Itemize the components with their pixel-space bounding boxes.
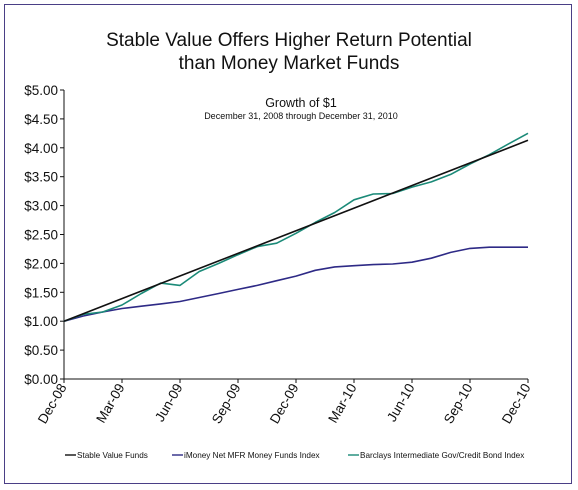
x-tick-label: Jun-10 [384, 381, 418, 424]
x-tick-label: Mar-09 [93, 381, 127, 426]
legend-label-0: Stable Value Funds [77, 451, 148, 460]
y-tick-label: $3.50 [24, 170, 58, 185]
x-tick-label: Sep-10 [441, 381, 476, 426]
chart-date-range: December 31, 2008 through December 31, 2… [204, 111, 398, 121]
y-tick-label: $0.00 [24, 372, 58, 387]
y-tick-label: $5.00 [24, 83, 58, 98]
y-tick-label: $1.00 [24, 314, 58, 329]
x-tick-label: Dec-09 [267, 381, 302, 426]
plot-area [63, 132, 529, 322]
series-line-2 [63, 132, 529, 322]
y-tick-label: $0.50 [24, 343, 58, 358]
x-tick-label: Dec-10 [499, 381, 534, 426]
y-tick-label: $2.50 [24, 228, 58, 243]
legend-label-2: Barclays Intermediate Gov/Credit Bond In… [360, 451, 524, 460]
chart-title-line-2: than Money Market Funds [178, 53, 400, 74]
axes: $0.00 $0.50 $1.00 $1.50 $2.00 $2.50 $3.00 $3.50… [24, 83, 533, 426]
y-tick-label: $2.00 [24, 256, 58, 271]
y-tick-label: $1.50 [24, 285, 58, 300]
chart-subtitle: Growth of $1 [265, 96, 337, 110]
x-tick-label: Dec-08 [35, 381, 70, 426]
x-tick-label: Mar-10 [325, 381, 359, 426]
legend-label-1: iMoney Net MFR Money Funds Index [184, 451, 320, 460]
y-tick-label: $3.00 [24, 199, 58, 214]
chart-title-line-1: Stable Value Offers Higher Return Potent… [106, 30, 472, 51]
legend: Stable Value Funds iMoney Net MFR Money F… [65, 451, 524, 460]
x-tick-label: Sep-09 [209, 381, 244, 426]
chart-frame [4, 4, 572, 484]
x-tick-label: Jun-09 [152, 381, 186, 424]
series-line-0 [63, 139, 529, 322]
y-tick-label: $4.50 [24, 112, 58, 127]
y-tick-label: $4.00 [24, 141, 58, 156]
series-line-1 [63, 246, 528, 322]
